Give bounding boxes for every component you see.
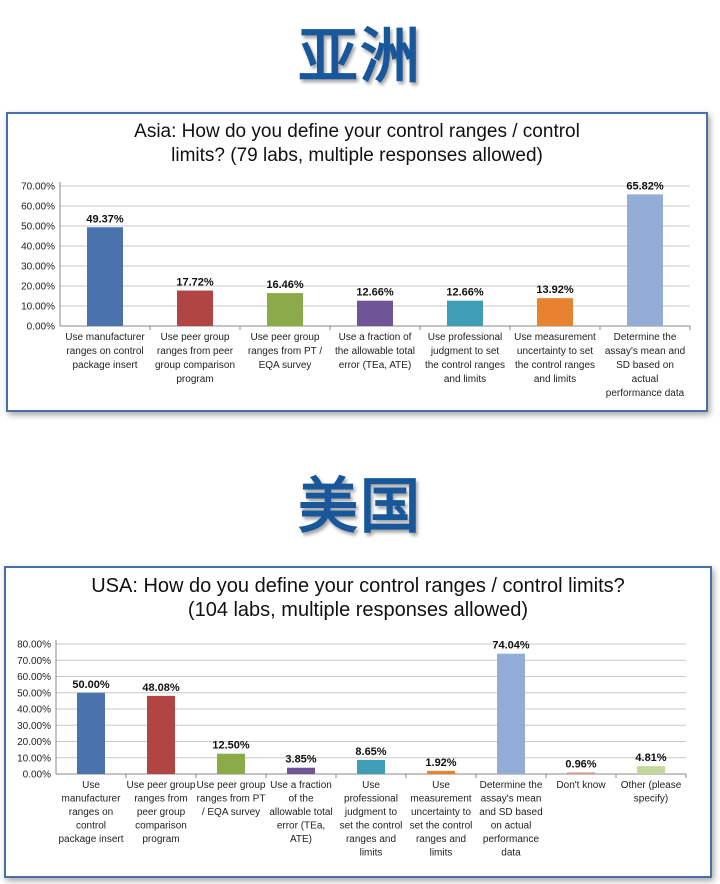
asia-chart-title-line-1: Asia: How do you define your control ran… [134, 121, 580, 142]
usa-bar [287, 767, 315, 774]
usa-y-tick-label: 80.00% [17, 640, 51, 651]
asia-bar [87, 227, 123, 326]
asia-data-label: 12.66% [356, 287, 394, 299]
asia-data-label: 17.72% [176, 277, 214, 289]
usa-bar [147, 695, 175, 774]
usa-data-label: 12.50% [212, 740, 250, 752]
usa-bar [357, 759, 385, 774]
asia-y-tick-label: 50.00% [21, 222, 55, 233]
usa-bar [427, 770, 455, 774]
asia-category-label: Use peer group ranges from PT / EQA survey [248, 332, 323, 371]
asia-category-label: Use manufacturer ranges on control package… [65, 332, 145, 371]
asia-chart-title-line-2: limits? (79 labs, multiple responses all… [171, 145, 543, 166]
usa-bar [217, 753, 245, 774]
asia-y-tick-label: 10.00% [21, 302, 55, 313]
asia-chart-title: Asia: How do you define your control ran… [8, 120, 706, 168]
usa-category-label: Use manufacturer ranges on control package i… [58, 780, 123, 845]
asia-bar [177, 290, 213, 326]
usa-data-label: 8.65% [355, 746, 386, 758]
usa-category-label: Use peer group ranges from peer group compa… [127, 780, 196, 845]
usa-chart-title-line-2: (104 labs, multiple responses allowed) [187, 599, 529, 621]
usa-heading: 美国 [298, 472, 422, 542]
asia-category-label: Use professional judgment to set the contr… [425, 332, 505, 385]
usa-chart-title-line-1: USA: How do you define your control rang… [91, 575, 625, 597]
usa-chart-title: USA: How do you define your control rang… [6, 574, 710, 622]
usa-y-tick-label: 60.00% [17, 672, 51, 683]
usa-category-label: Determine the assay's mean and SD based on … [479, 780, 543, 859]
asia-y-tick-label: 60.00% [21, 202, 55, 213]
usa-y-tick-label: 30.00% [17, 721, 51, 732]
usa-data-label: 3.85% [285, 754, 316, 766]
usa-category-label: Use professional judgment to set the contro… [340, 780, 403, 859]
usa-y-tick-label: 70.00% [17, 656, 51, 667]
asia-heading: 亚洲 [298, 22, 422, 92]
asia-chart-svg: 0.00% 10.00% 20.00% 30.00% 40.00% 50.00% 60.00… [21, 180, 691, 399]
asia-category-label: Use a fraction of the allowable total erro… [335, 332, 415, 371]
usa-y-tick-label: 20.00% [17, 737, 51, 748]
usa-category-label: Use peer group ranges from PT / EQA survey [197, 780, 266, 818]
asia-data-label: 12.66% [446, 287, 484, 299]
usa-category-label: Use measurement uncertainty to set the cont… [410, 780, 473, 859]
asia-bar [267, 293, 303, 326]
usa-y-tick-label: 50.00% [17, 688, 51, 699]
usa-data-label: 1.92% [425, 757, 456, 769]
usa-y-tick-label: 10.00% [17, 753, 51, 764]
usa-bar [637, 766, 665, 774]
asia-category-label: Use measurement uncertainty to set the con… [514, 332, 596, 385]
asia-data-label: 13.92% [536, 284, 574, 296]
usa-category-label: Use a fraction of the allowable total error… [269, 780, 332, 845]
asia-data-label: 16.46% [266, 279, 304, 291]
asia-y-tick-label: 40.00% [21, 242, 55, 253]
asia-bar [357, 300, 393, 326]
usa-data-label: 4.81% [635, 752, 666, 764]
asia-y-tick-label: 20.00% [21, 282, 55, 293]
usa-bar [567, 772, 595, 774]
usa-y-tick-label: 0.00% [23, 770, 51, 781]
usa-bar [77, 692, 105, 774]
asia-chart: 0.00% 10.00% 20.00% 30.00% 40.00% 50.00% 60.00… [6, 112, 708, 412]
usa-bar [497, 653, 525, 774]
asia-y-tick-label: 0.00% [27, 322, 55, 333]
usa-category-label: Don't know [556, 780, 606, 791]
usa-category-label: Other (please specify) [621, 780, 682, 805]
usa-chart-svg: 0.00% 10.00% 20.00% 30.00% 40.00% 50.00% 60.00… [17, 640, 687, 859]
usa-y-tick-label: 40.00% [17, 705, 51, 716]
asia-data-label: 65.82% [626, 180, 664, 192]
asia-data-label: 49.37% [86, 213, 124, 225]
usa-data-label: 48.08% [142, 682, 180, 694]
usa-data-label: 50.00% [72, 679, 110, 691]
asia-category-label: Determine the assay's mean and SD based on… [605, 332, 685, 399]
usa-chart: 0.00% 10.00% 20.00% 30.00% 40.00% 50.00% 60.00… [4, 566, 712, 878]
asia-category-label: Use peer group ranges from peer group comp… [155, 332, 235, 385]
asia-y-tick-label: 30.00% [21, 262, 55, 273]
asia-bar [627, 194, 663, 326]
asia-bar [447, 300, 483, 326]
usa-data-label: 0.96% [565, 758, 596, 770]
usa-data-label: 74.04% [492, 640, 530, 652]
asia-y-tick-label: 70.00% [21, 182, 55, 193]
asia-bar [537, 298, 573, 326]
